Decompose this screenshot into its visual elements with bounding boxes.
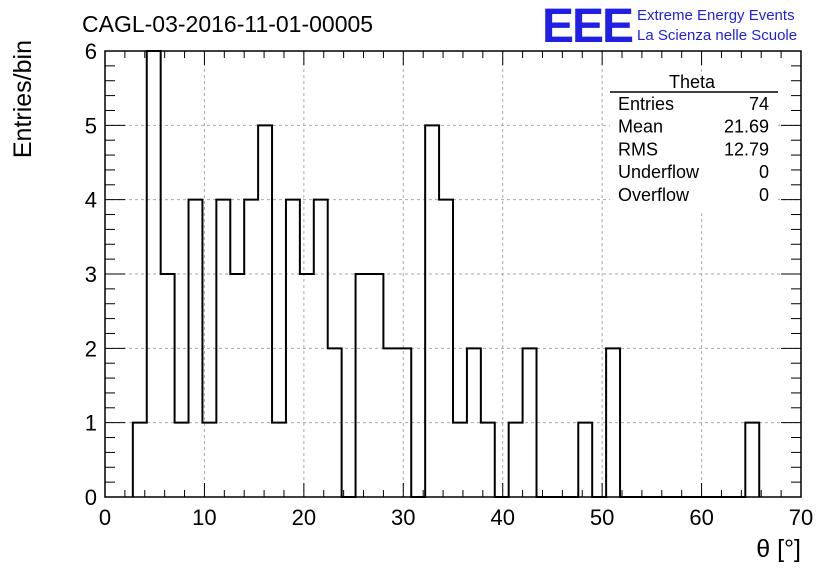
x-tick-label: 10 [192, 505, 216, 530]
histogram-bin [216, 200, 230, 497]
histogram-bin [356, 274, 370, 497]
tick-labels: 0 10 20 30 40 50 60 70 0 1 2 3 4 5 6 [85, 39, 813, 530]
histogram-bin [578, 423, 592, 497]
x-tick-label: 40 [490, 505, 514, 530]
y-tick-label: 1 [85, 411, 97, 436]
stats-row-value: 0 [759, 185, 769, 205]
y-axis-label: Entries/bin [9, 40, 37, 158]
histogram-bin [272, 423, 286, 497]
axis-ticks [104, 50, 802, 498]
stats-box: Theta Entries 74 Mean 21.69 RMS 12.79 Underflo… [610, 72, 778, 212]
stats-row-label: Underflow [618, 162, 700, 182]
x-tick-label: 30 [391, 505, 415, 530]
stats-row-label: Overflow [618, 185, 690, 205]
stats-box-background [610, 72, 778, 212]
histogram-bin [745, 423, 759, 497]
x-tick-label: 60 [689, 505, 713, 530]
histogram-bin [509, 423, 523, 497]
stats-row-label: Entries [618, 94, 674, 114]
eee-logo-line2: La Scienza nelle Scuole [637, 27, 797, 44]
x-tick-label: 0 [99, 505, 111, 530]
histogram-bin [369, 274, 383, 497]
histogram-bin [133, 423, 147, 497]
histogram-bin [258, 125, 272, 497]
stats-row-label: Mean [618, 117, 663, 137]
y-tick-label: 5 [85, 113, 97, 138]
x-tick-label: 50 [590, 505, 614, 530]
x-tick-label: 20 [292, 505, 316, 530]
y-tick-label: 6 [85, 39, 97, 64]
eee-logo-mark: EEE [542, 0, 633, 53]
y-tick-label: 0 [85, 485, 97, 510]
stats-row-value: 74 [749, 94, 769, 114]
y-tick-label: 4 [85, 188, 97, 213]
stats-row-value: 21.69 [724, 117, 769, 137]
eee-logo: EEE Extreme Energy Events La Scienza nel… [542, 0, 797, 53]
stats-row-label: RMS [618, 139, 658, 159]
histogram-bin [161, 274, 175, 497]
histogram-bin [300, 274, 314, 497]
histogram-bin [230, 274, 244, 497]
y-tick-label: 2 [85, 336, 97, 361]
stats-box-rows: Entries 74 Mean 21.69 RMS 12.79 Underflow 0 Over… [618, 94, 769, 205]
x-axis-label: θ [°] [756, 535, 801, 563]
histogram-bin [453, 423, 467, 497]
chart-title: CAGL-03-2016-11-01-00005 [82, 11, 373, 37]
stats-row-value: 12.79 [724, 139, 769, 159]
stats-row-value: 0 [759, 162, 769, 182]
histogram-bin [523, 348, 537, 497]
y-tick-label: 3 [85, 262, 97, 287]
histogram-bin [425, 125, 439, 497]
stats-box-title: Theta [669, 72, 716, 92]
eee-logo-line1: Extreme Energy Events [637, 7, 795, 24]
histogram-bin [481, 423, 495, 497]
histogram-bin [175, 423, 189, 497]
x-tick-label: 70 [789, 505, 813, 530]
